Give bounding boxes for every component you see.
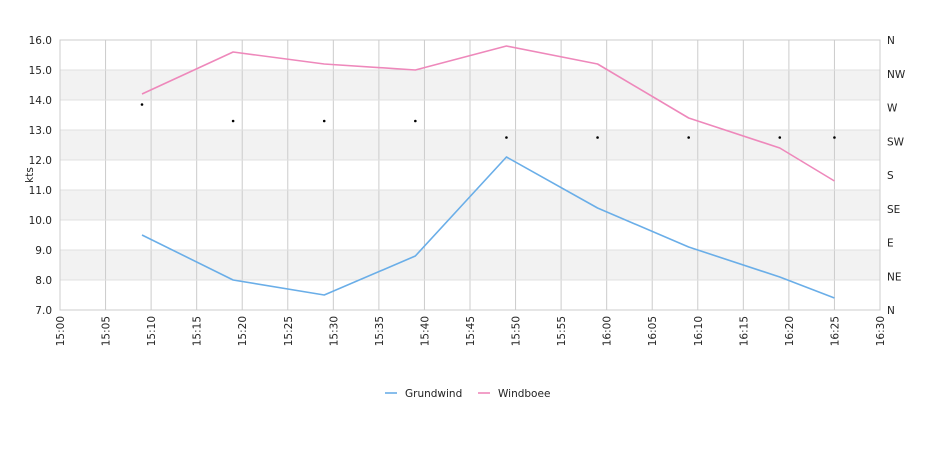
x-tick-label: 15:25: [283, 316, 295, 346]
x-tick-label: 15:35: [374, 316, 386, 346]
y2-axis-tick-labels: N NE E SE S SW W NW N: [887, 35, 906, 317]
x-tick-label: 15:45: [465, 316, 477, 346]
y-tick-label: 8.0: [35, 275, 52, 287]
y-tick-label: 12.0: [29, 155, 52, 167]
y2-tick-label: E: [887, 238, 894, 250]
x-tick-label: 15:10: [146, 316, 158, 346]
x-tick-label: 15:55: [556, 316, 568, 346]
series-line-grundwind: [141, 156, 835, 299]
y-tick-label: 16.0: [29, 35, 52, 47]
direction-point: [322, 119, 326, 123]
x-tick-label: 15:15: [192, 316, 204, 346]
x-tick-label: 16:25: [829, 316, 841, 346]
legend: Grundwind Windboee: [385, 388, 550, 400]
x-tick-label: 15:30: [328, 316, 340, 346]
x-axis-tick-labels: 15:00 15:05 15:10 15:15 15:20 15:25 15:30 15:35…: [55, 316, 887, 346]
x-tick-label: 16:15: [738, 316, 750, 346]
series-lines: [141, 45, 835, 299]
direction-point: [231, 119, 235, 123]
direction-point: [505, 136, 508, 139]
y-tick-label: 11.0: [29, 185, 52, 197]
x-tick-label: 15:50: [511, 316, 523, 346]
y2-tick-label: SE: [887, 204, 900, 216]
x-tick-label: 15:40: [419, 316, 431, 346]
series-line-windboee: [141, 45, 835, 182]
x-tick-label: 16:05: [647, 316, 659, 346]
y-tick-label: 10.0: [29, 215, 52, 227]
direction-point: [833, 136, 836, 139]
x-tick-label: 15:05: [101, 316, 113, 346]
direction-point: [596, 136, 599, 139]
y2-tick-label: NE: [887, 271, 902, 283]
plot-border: [59, 39, 881, 311]
y2-tick-label: W: [887, 103, 898, 115]
y-tick-label: 15.0: [29, 65, 52, 77]
y-tick-label: 14.0: [29, 95, 52, 107]
direction-points: [140, 103, 836, 139]
direction-point: [414, 119, 417, 123]
y2-tick-label: N: [887, 305, 895, 317]
legend-label: Grundwind: [405, 388, 462, 400]
x-tick-label: 16:20: [784, 316, 796, 346]
y-tick-label: 13.0: [29, 125, 52, 137]
x-tick-label: 15:20: [237, 316, 249, 346]
x-tick-label: 16:30: [875, 316, 887, 346]
direction-point: [687, 136, 690, 139]
direction-point: [778, 136, 782, 139]
y-tick-label: 9.0: [35, 245, 52, 257]
y2-tick-label: SW: [887, 136, 905, 148]
y2-tick-label: NW: [887, 69, 906, 81]
y2-tick-label: S: [887, 170, 894, 182]
x-tick-label: 15:00: [55, 316, 67, 346]
legend-label: Windboee: [498, 388, 550, 400]
x-tick-label: 16:00: [602, 316, 614, 346]
y-tick-label: 7.0: [35, 305, 52, 317]
y-axis-label: kts: [24, 167, 36, 183]
direction-point: [140, 103, 144, 106]
y2-tick-label: N: [887, 35, 895, 47]
y-axis-tick-labels: 7.0 8.0 9.0 10.0 11.0 12.0 13.0 14.0 15.0 16.0: [29, 35, 52, 317]
x-tick-label: 16:10: [693, 316, 705, 346]
